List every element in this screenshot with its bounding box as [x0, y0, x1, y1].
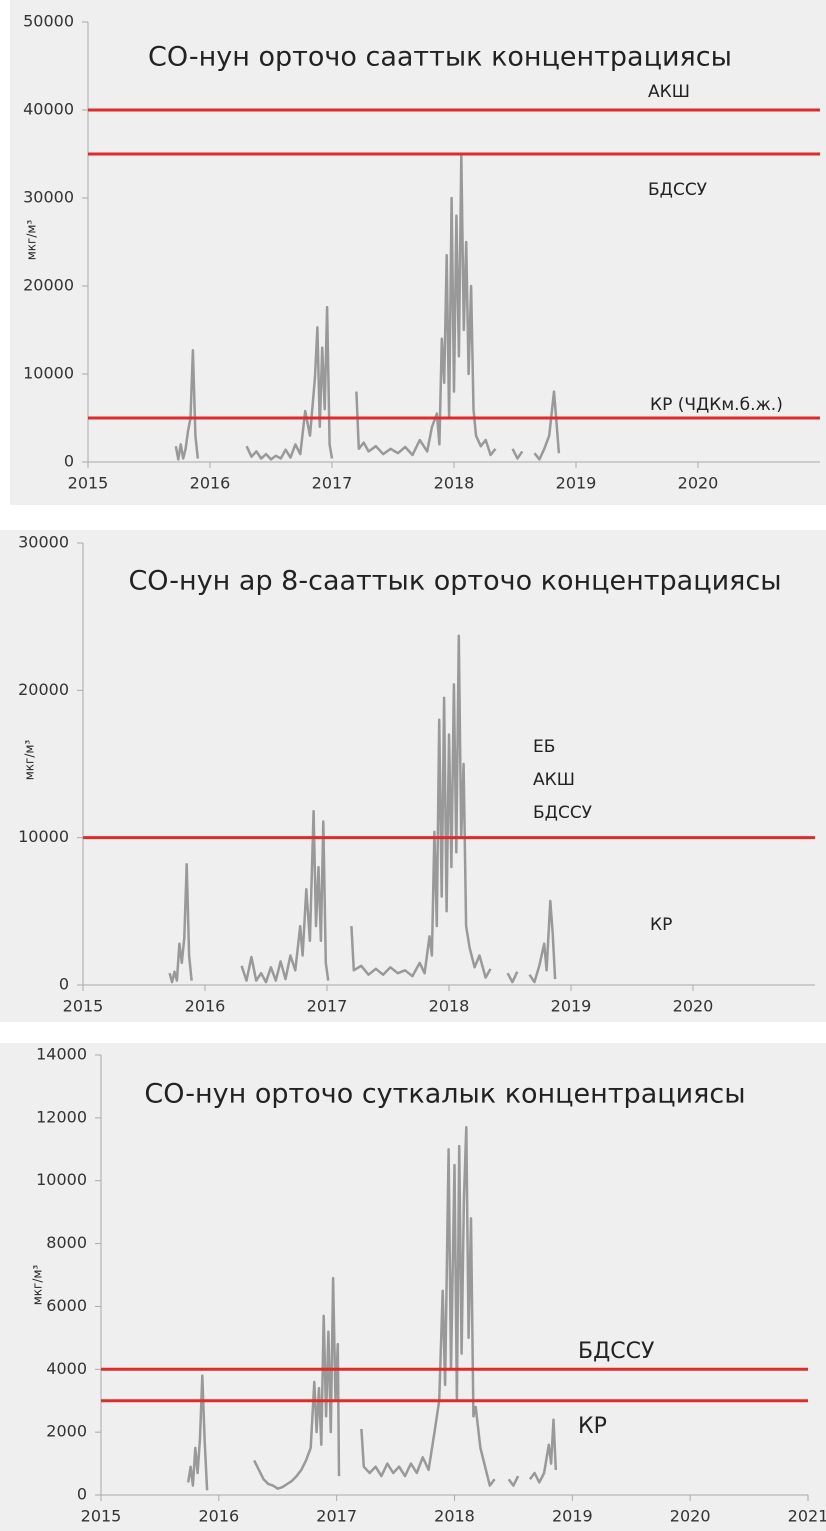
- x-tick-label: 2017: [307, 997, 348, 1016]
- y-tick-label: 0: [64, 452, 74, 471]
- y-tick-label: 8000: [46, 1233, 87, 1252]
- data-line: [168, 634, 557, 984]
- y-tick-label: 0: [77, 1485, 87, 1504]
- data-line: [186, 1126, 558, 1491]
- chart-title: CO-нун орточо сааттык концентрациясы: [148, 42, 732, 73]
- annotation: КР: [578, 1414, 607, 1439]
- y-tick-label: 20000: [18, 680, 69, 699]
- x-tick-label: 2020: [673, 997, 714, 1016]
- y-tick-label: 14000: [36, 1045, 87, 1064]
- y-tick-label: 10000: [23, 364, 74, 383]
- y-axis-label: мкг/м³: [25, 220, 39, 261]
- x-tick-label: 2020: [670, 1507, 711, 1526]
- y-tick-label: 50000: [23, 12, 74, 31]
- annotation: БДССУ: [578, 1339, 655, 1364]
- annotation: КР: [650, 915, 672, 935]
- panel-background: [0, 1043, 826, 1531]
- y-tick-label: 4000: [46, 1359, 87, 1378]
- annotation: БДССУ: [533, 803, 593, 823]
- data-line: [174, 152, 561, 461]
- x-tick-label: 2018: [429, 997, 470, 1016]
- y-axis-label: мкг/м³: [31, 1265, 45, 1306]
- annotation: ЕБ: [533, 737, 555, 757]
- y-tick-label: 40000: [23, 100, 74, 119]
- x-tick-label: 2021: [788, 1507, 826, 1526]
- chart-title: CO-нун ар 8-сааттык орточо концентрацияс…: [128, 566, 781, 597]
- x-tick-label: 2016: [185, 997, 226, 1016]
- x-tick-label: 2015: [81, 1507, 122, 1526]
- y-tick-label: 20000: [23, 276, 74, 295]
- panel-background: [0, 530, 826, 1022]
- chart-title: CO-нун орточо суткалык концентрациясы: [144, 1079, 745, 1110]
- y-tick-label: 10000: [18, 827, 69, 846]
- y-tick-label: 0: [59, 975, 69, 994]
- panel-background: [10, 0, 826, 505]
- annotation: АКШ: [648, 82, 690, 102]
- x-tick-label: 2019: [551, 997, 592, 1016]
- x-tick-label: 2015: [63, 997, 104, 1016]
- x-tick-label: 2017: [312, 474, 353, 493]
- annotation: КР (ЧДКм.б.ж.): [650, 395, 783, 415]
- annotation: БДССУ: [648, 180, 708, 200]
- x-tick-label: 2015: [68, 474, 109, 493]
- x-tick-label: 2016: [198, 1507, 239, 1526]
- y-tick-label: 10000: [36, 1170, 87, 1189]
- x-tick-label: 2019: [556, 474, 597, 493]
- annotation: АКШ: [533, 770, 575, 790]
- y-axis-label: мкг/м³: [23, 740, 37, 781]
- x-tick-label: 2017: [316, 1507, 357, 1526]
- x-tick-label: 2020: [678, 474, 719, 493]
- y-tick-label: 6000: [46, 1296, 87, 1315]
- x-tick-label: 2019: [552, 1507, 593, 1526]
- x-tick-label: 2018: [434, 474, 475, 493]
- x-tick-label: 2016: [190, 474, 231, 493]
- y-tick-label: 30000: [23, 188, 74, 207]
- y-tick-label: 12000: [36, 1107, 87, 1126]
- x-tick-label: 2018: [434, 1507, 475, 1526]
- y-tick-label: 2000: [46, 1422, 87, 1441]
- y-tick-label: 30000: [18, 533, 69, 552]
